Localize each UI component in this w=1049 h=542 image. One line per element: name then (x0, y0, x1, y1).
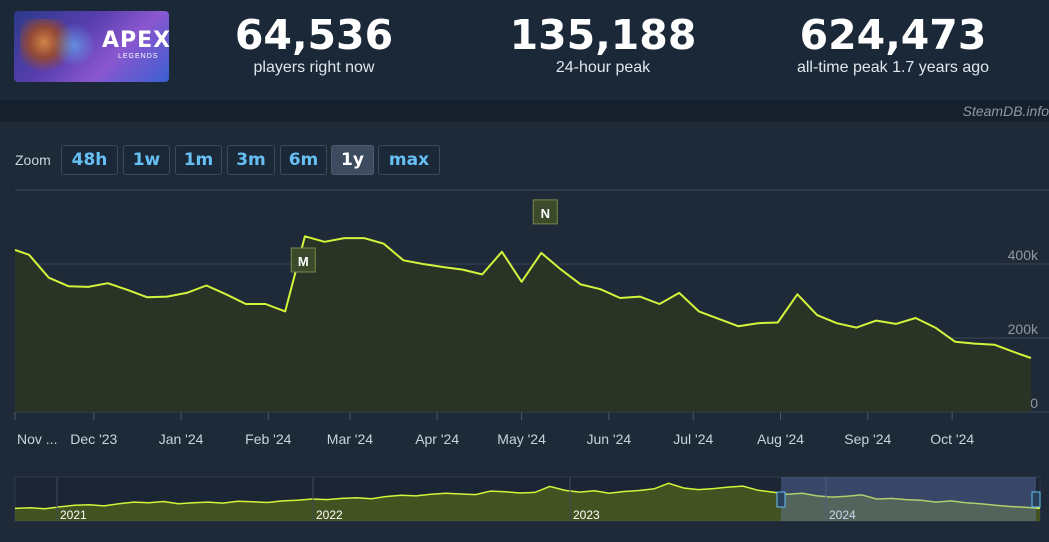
divider-bar (0, 100, 1049, 122)
x-tick-label: Dec '23 (70, 431, 117, 447)
x-tick-label: Oct '24 (930, 431, 974, 447)
stat-value: 64,536 (234, 11, 394, 59)
game-logo[interactable]: APEX LEGENDS (14, 11, 169, 82)
y-tick-label: 400k (1008, 247, 1039, 263)
x-tick-label: Aug '24 (757, 431, 804, 447)
x-tick-label: Apr '24 (415, 431, 459, 447)
zoom-button-1w[interactable]: 1w (123, 145, 170, 175)
navigator-right-handle[interactable] (1031, 491, 1041, 508)
y-tick-label: 0 (1030, 395, 1038, 411)
x-tick-label: Jun '24 (586, 431, 631, 447)
zoom-button-1m[interactable]: 1m (175, 145, 222, 175)
logo-artwork-glow (54, 15, 94, 75)
zoom-button-max[interactable]: max (378, 145, 440, 175)
stat-all-time-peak: 624,473 all-time peak 1.7 years ago (763, 12, 1023, 78)
navigator-year-label: 2022 (316, 508, 343, 522)
navigator-line (14, 482, 1041, 510)
annotation-flag (290, 247, 316, 273)
stat-value: 624,473 (799, 11, 987, 59)
annotation-label: N (541, 206, 550, 221)
stat-label: 24-hour peak (555, 59, 651, 76)
x-tick-label: Nov ... (17, 431, 57, 447)
navigator-year-label: 2023 (573, 508, 600, 522)
zoom-button-48h[interactable]: 48h (61, 145, 118, 175)
header: APEX LEGENDS 64,536 players right now 13… (0, 0, 1049, 100)
navigator-left-handle[interactable] (776, 491, 786, 508)
stat-value: 135,188 (509, 11, 697, 59)
navigator-year-label: 2024 (829, 508, 856, 522)
zoom-label: Zoom (15, 152, 51, 168)
x-tick-label: Mar '24 (327, 431, 373, 447)
credit-text[interactable]: SteamDB.info (962, 103, 1049, 119)
series-line (14, 235, 1032, 359)
x-tick-label: May '24 (497, 431, 546, 447)
zoom-button-1y[interactable]: 1y (331, 145, 374, 175)
stat-label: players right now (253, 59, 375, 76)
x-tick-label: Feb '24 (245, 431, 291, 447)
logo-subtitle: LEGENDS (118, 53, 159, 60)
logo-title: APEX (102, 28, 169, 53)
annotation-label: M (298, 254, 309, 269)
y-tick-label: 200k (1008, 321, 1039, 337)
x-tick-label: Sep '24 (844, 431, 891, 447)
zoom-button-6m[interactable]: 6m (280, 145, 327, 175)
stat-current-players: 64,536 players right now (214, 12, 414, 78)
annotation-flag (532, 199, 558, 225)
stat-24h-peak: 135,188 24-hour peak (503, 12, 703, 78)
x-tick-label: Jan '24 (159, 431, 204, 447)
zoom-button-3m[interactable]: 3m (227, 145, 275, 175)
navigator-year-label: 2021 (60, 508, 87, 522)
navigator-selection[interactable] (781, 477, 1036, 521)
navigator-area (15, 483, 1040, 521)
stat-label: all-time peak 1.7 years ago (796, 59, 990, 76)
series-area (15, 236, 1031, 412)
x-tick-label: Jul '24 (673, 431, 713, 447)
